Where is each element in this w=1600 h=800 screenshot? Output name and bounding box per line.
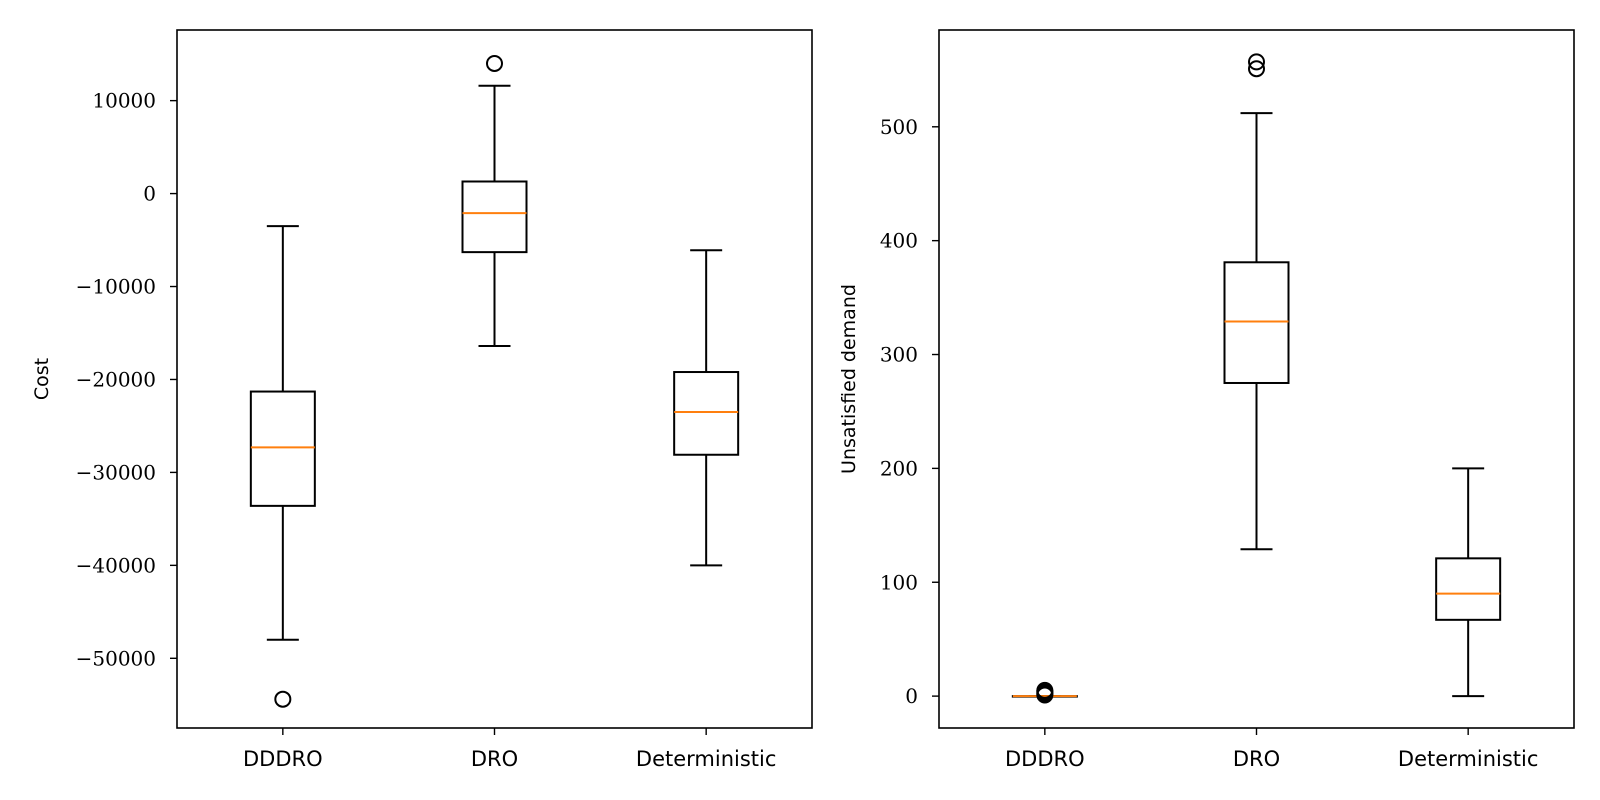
outlier-point	[1248, 53, 1265, 71]
y-tick-label: −30000	[76, 460, 156, 484]
cost-box-plot: 10000 0 −10000 −20000 −30000 −40000 −50000 Cost…	[31, 29, 813, 771]
x-tick-label: DRO	[471, 747, 518, 771]
iqr-box	[1435, 557, 1502, 621]
outlier-point	[1036, 681, 1054, 699]
x-tick-label: DDDRO	[243, 747, 323, 771]
iqr-box	[249, 390, 316, 507]
outlier-point	[274, 690, 292, 708]
y-tick-label: 0	[905, 684, 918, 708]
box-deterministic	[673, 249, 740, 567]
y-tick-label: −10000	[76, 275, 156, 299]
y-tick-label: 0	[143, 182, 156, 206]
y-tick-label: −40000	[76, 553, 156, 577]
outlier-point	[486, 54, 503, 72]
box-deterministic	[1435, 467, 1502, 698]
y-tick-label: −50000	[76, 646, 156, 670]
iqr-box	[673, 371, 740, 456]
x-tick-label: DRO	[1233, 747, 1280, 771]
x-tick-label: Deterministic	[1398, 747, 1539, 771]
iqr-box	[1223, 261, 1290, 384]
box-dro	[461, 54, 528, 348]
y-tick-label: 200	[880, 456, 918, 480]
y-tick-label: 400	[880, 229, 918, 253]
x-tick-label: Deterministic	[636, 747, 777, 771]
iqr-box	[461, 180, 528, 254]
box-dddro	[1011, 681, 1078, 704]
x-tick-label: DDDRO	[1005, 747, 1085, 771]
y-tick-label: 500	[880, 115, 918, 139]
box-dddro	[249, 225, 316, 708]
box-dro	[1223, 53, 1290, 551]
y-tick-label: 300	[880, 343, 918, 367]
y-tick-label: −20000	[76, 367, 156, 391]
unsatisfied-demand-box-plot: 500 400 300 200 100 0 Unsatisfied demand DDDRO D…	[838, 29, 1575, 771]
y-tick-label: 100	[880, 570, 918, 594]
outlier-point	[1248, 60, 1265, 78]
y-axis-title: Cost	[31, 358, 53, 400]
y-tick-label: 10000	[92, 89, 156, 113]
y-axis-title: Unsatisfied demand	[838, 284, 860, 474]
